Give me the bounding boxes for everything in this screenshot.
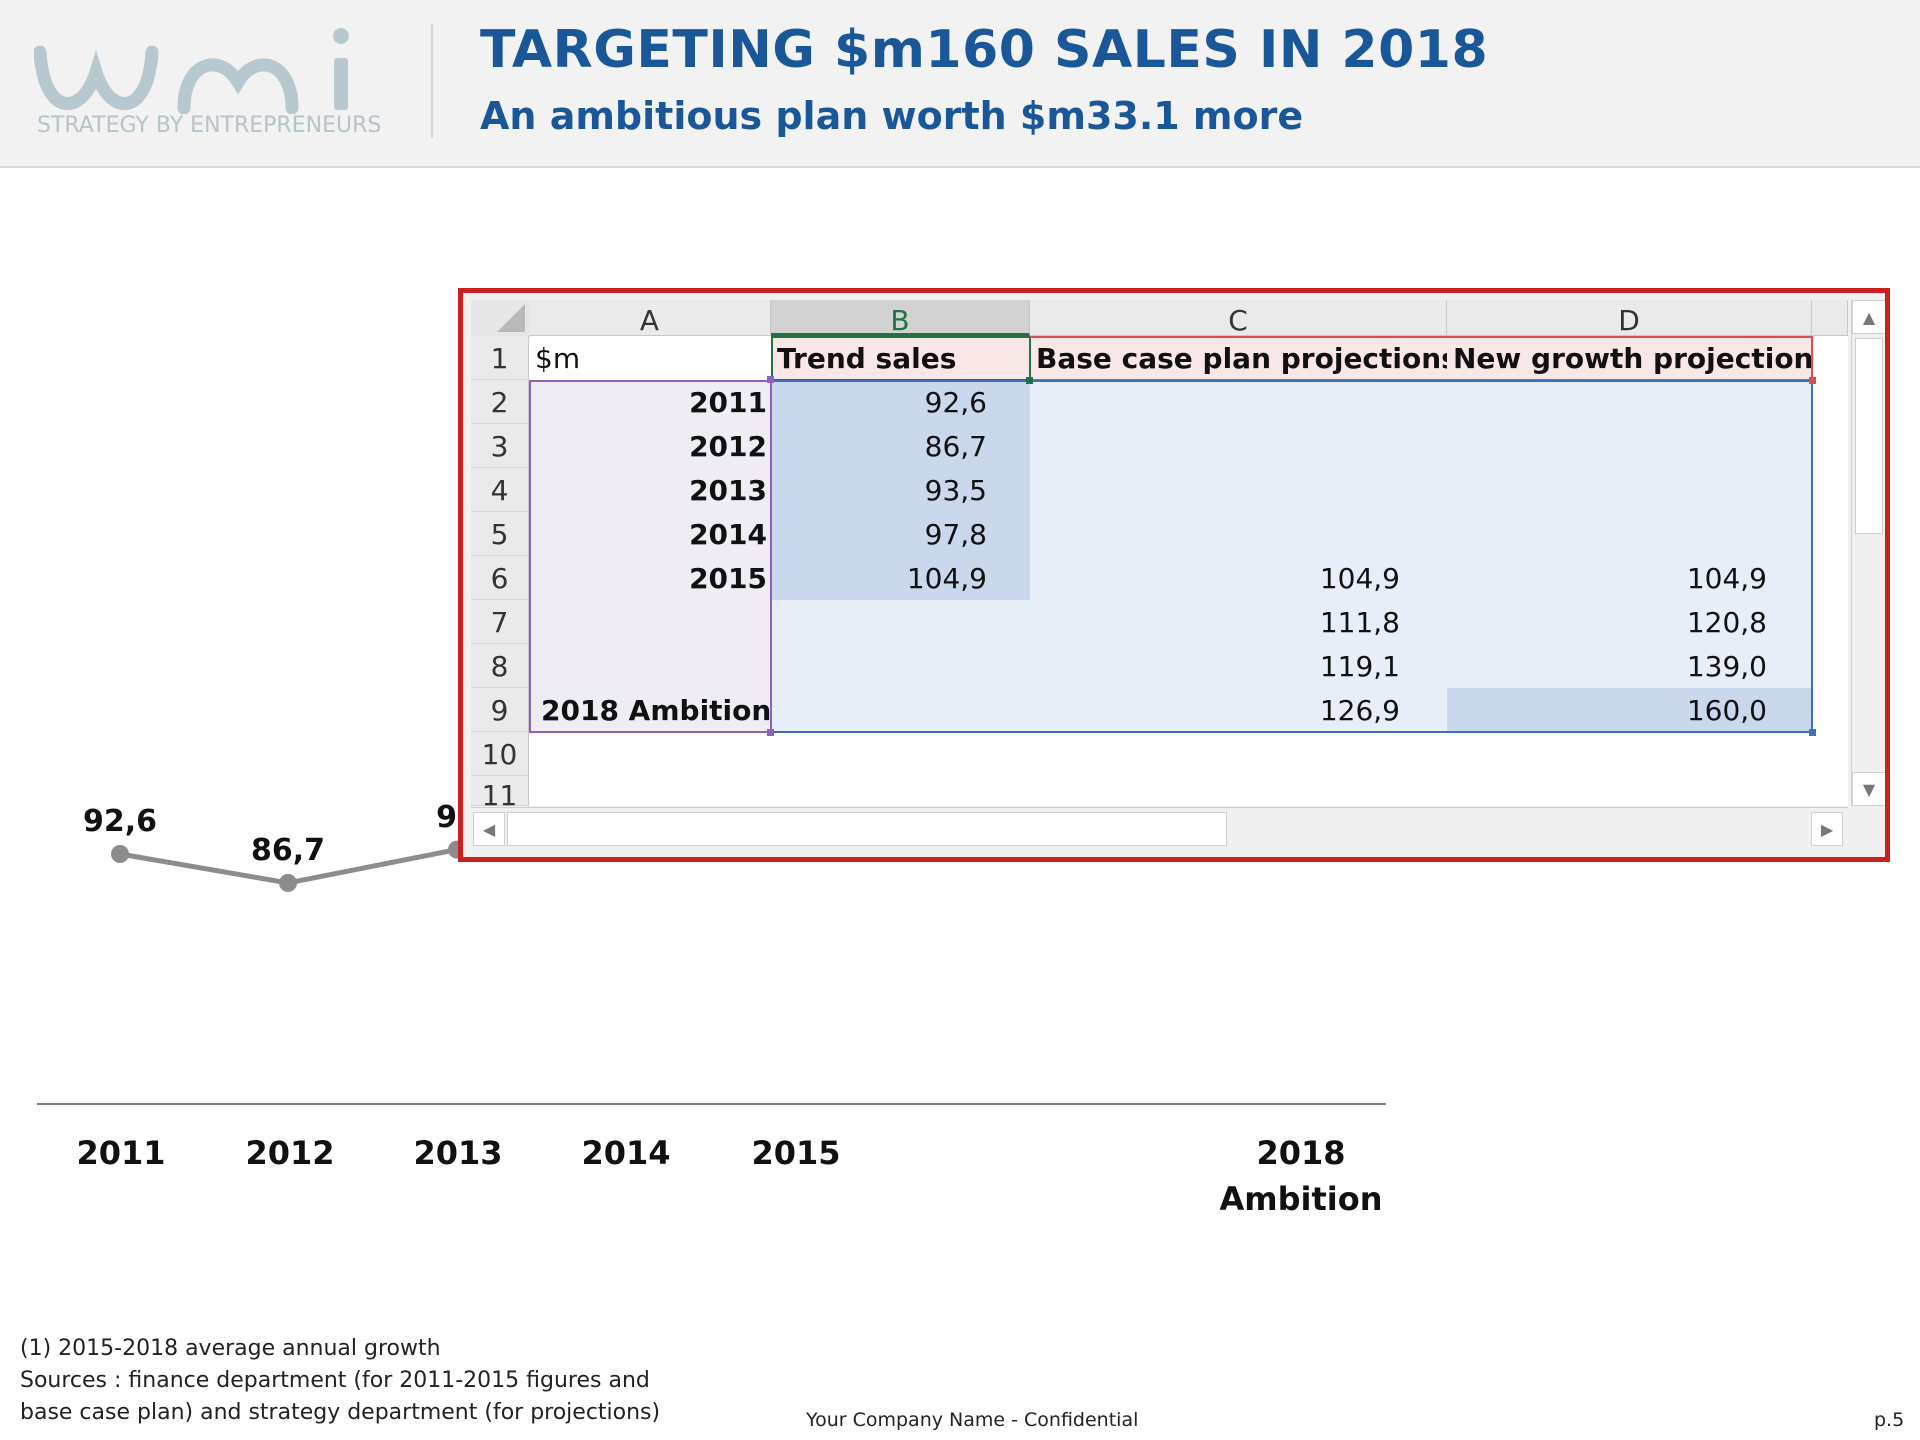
header-divider <box>431 24 433 138</box>
select-all-corner[interactable] <box>471 300 530 337</box>
row-header[interactable]: 2 <box>471 380 529 424</box>
horizontal-scroll-thumb[interactable] <box>507 812 1227 846</box>
vertical-scroll-thumb[interactable] <box>1855 338 1883 534</box>
cell-c6[interactable]: 104,9 <box>1319 562 1400 595</box>
slide-header: STRATEGY BY ENTREPRENEURS TARGETING $m16… <box>0 0 1920 168</box>
scroll-up-icon[interactable]: ▲ <box>1852 300 1885 334</box>
range-handle[interactable] <box>1809 377 1816 384</box>
logo-tagline: STRATEGY BY ENTREPRENEURS <box>37 113 382 138</box>
page-title: TARGETING $m160 SALES IN 2018 <box>480 20 1489 80</box>
x-tick-2018-ambition-word: Ambition <box>1219 1180 1383 1218</box>
x-tick-2012: 2012 <box>245 1134 335 1172</box>
confidentiality-footer: Your Company Name - Confidential <box>806 1409 1139 1431</box>
column-header-b[interactable]: B <box>771 300 1030 337</box>
cell-c8[interactable]: 119,1 <box>1319 650 1400 683</box>
cell-c9[interactable]: 126,9 <box>1319 694 1400 727</box>
cell-a5[interactable]: 2014 <box>689 518 767 551</box>
cell-d9[interactable]: 160,0 <box>1686 694 1767 727</box>
cell-c7[interactable]: 111,8 <box>1319 606 1400 639</box>
x-tick-2015: 2015 <box>751 1134 841 1172</box>
footnote-growth: (1) 2015-2018 average annual growth <box>20 1336 441 1361</box>
x-tick-2018-year: 2018 <box>1256 1134 1346 1172</box>
cell-b6[interactable]: 104,9 <box>906 562 987 595</box>
data-point <box>111 845 129 863</box>
cell-a3[interactable]: 2012 <box>689 430 767 463</box>
page-number: p.5 <box>1874 1409 1905 1431</box>
cell-b1[interactable]: Trend sales <box>771 336 1030 380</box>
x-tick-2011: 2011 <box>76 1134 166 1172</box>
column-header-c[interactable]: C <box>1030 300 1447 337</box>
column-header-e[interactable] <box>1812 300 1848 336</box>
x-tick-2014: 2014 <box>581 1134 671 1172</box>
data-point <box>279 873 297 892</box>
range-handle[interactable] <box>1026 377 1033 384</box>
row-header[interactable]: 3 <box>471 424 529 468</box>
cell-a6[interactable]: 2015 <box>689 562 767 595</box>
row-header[interactable]: 4 <box>471 468 529 512</box>
scroll-down-icon[interactable]: ▼ <box>1852 772 1885 806</box>
cell-a1[interactable]: $m <box>535 342 581 375</box>
column-header-d[interactable]: D <box>1447 300 1812 337</box>
cell-b4[interactable]: 93,5 <box>924 474 987 507</box>
cell-d7[interactable]: 120,8 <box>1686 606 1767 639</box>
page-subtitle: An ambitious plan worth $m33.1 more <box>480 94 1304 138</box>
row-header[interactable]: 7 <box>471 600 529 644</box>
cell-c1[interactable]: Base case plan projections <box>1030 336 1447 380</box>
x-tick-2013: 2013 <box>413 1134 503 1172</box>
x-tick-2018-ambition: 2018 Ambition <box>1201 1130 1401 1222</box>
cell-b3[interactable]: 86,7 <box>924 430 987 463</box>
scroll-left-icon[interactable]: ◀ <box>473 812 505 846</box>
horizontal-scrollbar[interactable]: ◀ ▶ <box>471 807 1848 850</box>
cell-a9[interactable]: 2018 Ambition <box>541 694 771 727</box>
cell-b2[interactable]: 92,6 <box>924 386 987 419</box>
footnote-sources-2: base case plan) and strategy department … <box>20 1400 661 1425</box>
sheet-grid[interactable]: A B C D 1 2 3 4 5 6 7 8 9 10 11 $m Trend… <box>471 300 1848 812</box>
column-header-a[interactable]: A <box>529 300 771 337</box>
row-header[interactable]: 5 <box>471 512 529 556</box>
sheet-window: A B C D 1 2 3 4 5 6 7 8 9 10 11 $m Trend… <box>463 293 1885 857</box>
range-handle[interactable] <box>767 729 774 736</box>
cell-a2[interactable]: 2011 <box>689 386 767 419</box>
data-label-2012: 86,7 <box>250 832 326 868</box>
cell-b5[interactable]: 97,8 <box>924 518 987 551</box>
range-handle[interactable] <box>767 376 774 383</box>
vertical-scrollbar[interactable]: ▲ ▼ <box>1851 300 1885 806</box>
wmi-logo <box>34 28 349 114</box>
range-handle[interactable] <box>1809 729 1816 736</box>
scroll-right-icon[interactable]: ▶ <box>1811 812 1843 846</box>
cell-a4[interactable]: 2013 <box>689 474 767 507</box>
cell-d6[interactable]: 104,9 <box>1686 562 1767 595</box>
row-header[interactable]: 8 <box>471 644 529 688</box>
row-header[interactable]: 11 <box>471 776 529 812</box>
data-label-2011: 92,6 <box>82 804 158 839</box>
cell-d8[interactable]: 139,0 <box>1686 650 1767 683</box>
row-header[interactable]: 10 <box>471 732 529 776</box>
excel-data-sheet[interactable]: A B C D 1 2 3 4 5 6 7 8 9 10 11 $m Trend… <box>458 288 1890 862</box>
footnote-sources-1: Sources : finance department (for 2011-2… <box>20 1368 650 1393</box>
row-header[interactable]: 9 <box>471 688 529 732</box>
cell-d1[interactable]: New growth projections <box>1447 336 1812 380</box>
row-header[interactable]: 6 <box>471 556 529 600</box>
row-header[interactable]: 1 <box>471 336 529 380</box>
